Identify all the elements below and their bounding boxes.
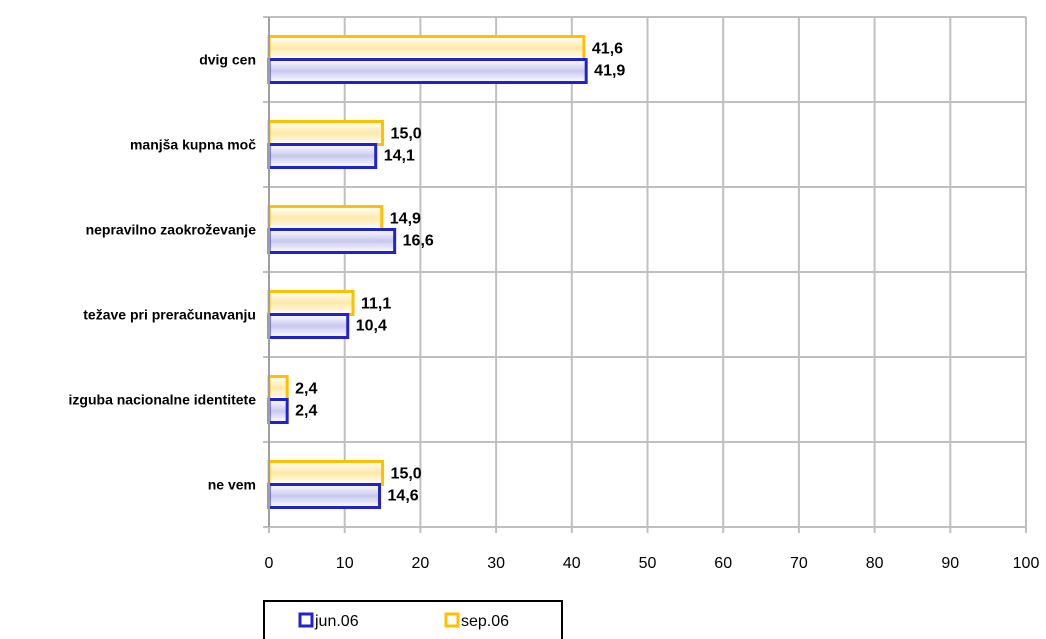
gridlines [263,16,1027,533]
data-label-jun06: 16,6 [403,233,434,250]
data-label-jun06: 10,4 [356,318,387,335]
legend: jun.06 sep.06 [263,600,563,639]
x-tick-label: 40 [563,555,581,572]
category-label: dvig cen [199,52,256,68]
legend-swatch [298,612,314,628]
bar-jun06 [267,398,289,424]
data-label-jun06: 14,6 [388,488,419,505]
bar-jun06 [267,313,350,339]
x-tick-label: 90 [941,555,959,572]
bar-jun06 [267,58,588,84]
legend-label: sep.06 [461,613,509,630]
x-tick-label: 30 [487,555,505,572]
x-tick-label: 10 [336,555,354,572]
axis: 0 10 20 30 40 50 60 70 80 90 100 [265,17,1040,572]
data-label-jun06: 14,1 [384,148,415,165]
data-label-sep06: 15,0 [391,466,422,483]
x-tick-label: 60 [714,555,732,572]
data-label-sep06: 14,9 [390,211,421,228]
bar-jun06 [267,483,382,509]
legend-swatch [444,612,460,628]
data-label-sep06: 11,1 [361,296,391,313]
bar-sep06 [267,460,385,486]
bar-sep06 [267,205,384,231]
x-tick-label: 0 [265,555,274,572]
legend-label: jun.06 [314,613,359,630]
labels: dvig cen 41,6 41,9 manjša kupna moč 15,0 14,1… [69,41,626,505]
bar-jun06 [267,143,378,169]
x-tick-label: 20 [412,555,430,572]
data-label-jun06: 2,4 [295,403,317,420]
x-tick-label: 70 [790,555,808,572]
bar-sep06 [267,35,586,61]
category-label: manjša kupna moč [130,137,256,153]
category-label: ne vem [208,477,256,493]
x-tick-label: 80 [866,555,884,572]
bar-sep06 [267,120,385,146]
bar-sep06 [267,375,289,401]
data-label-sep06: 15,0 [391,126,422,143]
x-tick-label: 50 [639,555,657,572]
bar-sep06 [267,290,355,316]
category-label: izguba nacionalne identitete [69,392,257,408]
category-label: težave pri preračunavanju [83,307,256,323]
legend-box [263,600,563,639]
bar-jun06 [267,228,397,254]
data-label-jun06: 41,9 [594,63,625,80]
x-tick-label: 100 [1013,555,1040,572]
data-label-sep06: 2,4 [295,381,317,398]
category-label: nepravilno zaokroževanje [86,222,257,238]
data-label-sep06: 41,6 [592,41,623,58]
